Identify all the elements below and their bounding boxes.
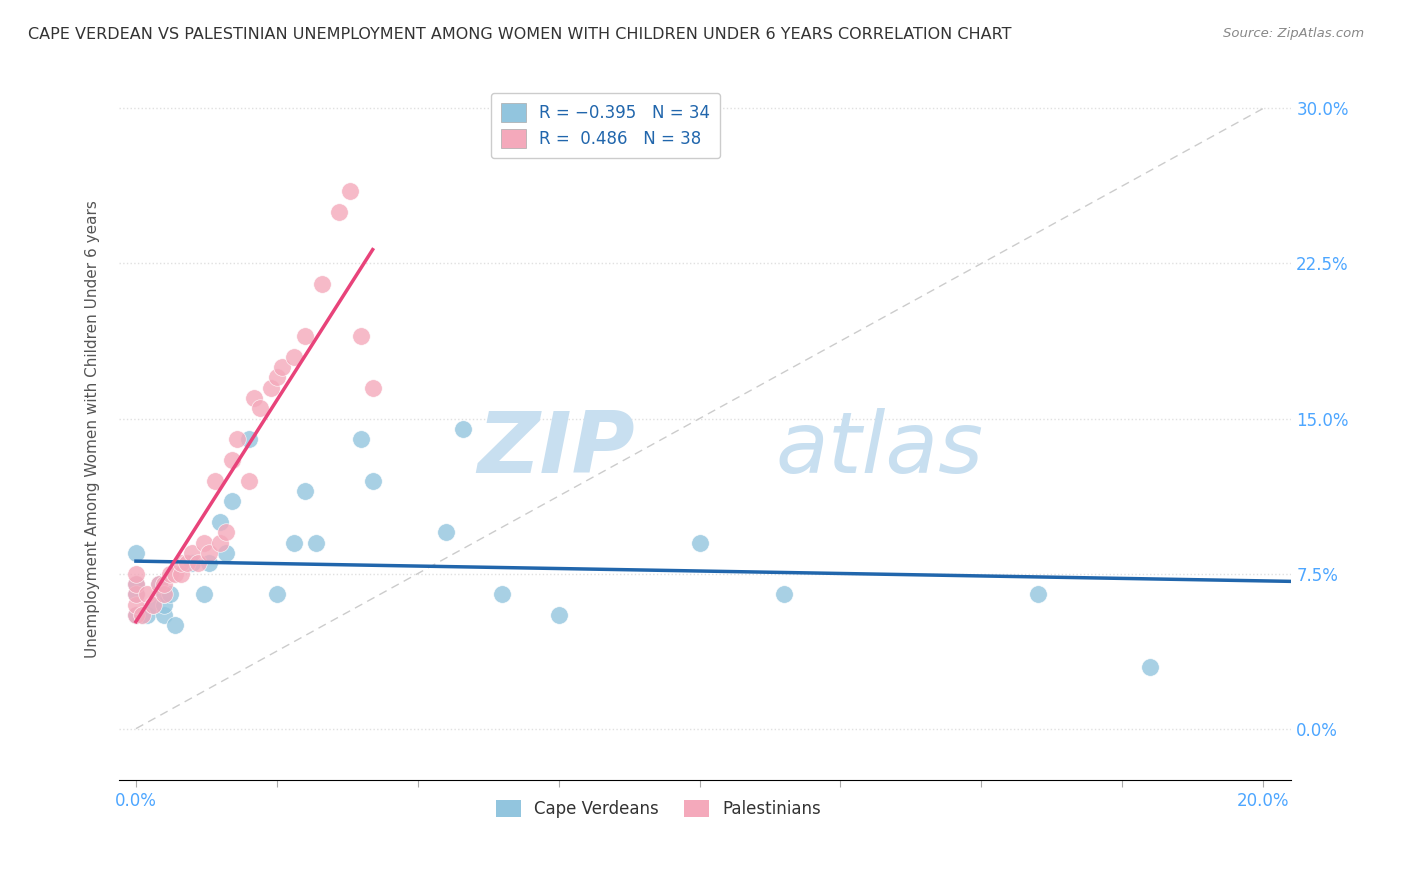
Point [547,607,569,622]
Point [142,598,165,612]
Point [249,401,271,416]
Point [125,577,148,591]
Point [294,329,316,343]
Point [125,607,148,622]
Point [1026,587,1049,601]
Point [221,453,243,467]
Point [361,380,384,394]
Point [451,422,474,436]
Point [238,432,260,446]
Point [361,474,384,488]
Point [305,535,328,549]
Text: Source: ZipAtlas.com: Source: ZipAtlas.com [1223,27,1364,40]
Point [131,607,153,622]
Point [294,483,316,498]
Point [260,380,283,394]
Point [176,556,198,570]
Point [226,432,249,446]
Point [159,587,181,601]
Point [187,556,209,570]
Point [181,546,204,560]
Point [148,577,170,591]
Point [125,607,148,622]
Point [215,525,238,540]
Point [491,587,513,601]
Point [221,494,243,508]
Point [165,566,187,581]
Point [125,566,148,581]
Point [339,184,361,198]
Point [131,607,153,622]
Text: atlas: atlas [776,409,984,491]
Point [209,535,232,549]
Point [153,598,176,612]
Point [773,587,796,601]
Point [271,359,294,374]
Point [125,587,148,601]
Point [204,474,226,488]
Point [283,535,305,549]
Point [198,556,221,570]
Point [238,474,260,488]
Point [125,598,148,612]
Point [283,350,305,364]
Point [125,577,148,591]
Point [350,432,373,446]
Point [153,587,176,601]
Point [198,546,221,560]
Legend: Cape Verdeans, Palestinians: Cape Verdeans, Palestinians [489,793,828,825]
Point [170,566,193,581]
Text: ZIP: ZIP [477,409,636,491]
Point [689,535,711,549]
Point [125,546,148,560]
Point [215,546,238,560]
Point [350,329,373,343]
Point [153,577,176,591]
Point [311,277,333,292]
Point [193,535,215,549]
Text: CAPE VERDEAN VS PALESTINIAN UNEMPLOYMENT AMONG WOMEN WITH CHILDREN UNDER 6 YEARS: CAPE VERDEAN VS PALESTINIAN UNEMPLOYMENT… [28,27,1012,42]
Point [125,587,148,601]
Point [266,587,288,601]
Point [136,587,159,601]
Point [165,618,187,632]
Point [209,515,232,529]
Y-axis label: Unemployment Among Women with Children Under 6 years: Unemployment Among Women with Children U… [86,200,100,657]
Point [148,577,170,591]
Point [328,204,350,219]
Point [434,525,457,540]
Point [243,391,266,405]
Point [142,598,165,612]
Point [136,607,159,622]
Point [159,566,181,581]
Point [153,587,176,601]
Point [170,556,193,570]
Point [193,587,215,601]
Point [266,370,288,384]
Point [153,607,176,622]
Point [1139,659,1161,673]
Point [181,556,204,570]
